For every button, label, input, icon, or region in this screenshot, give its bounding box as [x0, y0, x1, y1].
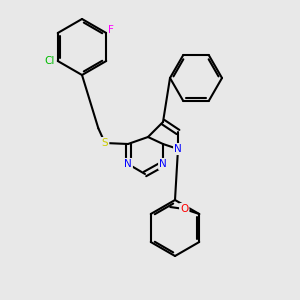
Text: O: O: [180, 204, 188, 214]
Text: S: S: [102, 138, 108, 148]
Text: N: N: [174, 144, 182, 154]
Text: F: F: [108, 25, 114, 35]
Text: Cl: Cl: [45, 56, 55, 66]
Text: N: N: [159, 159, 167, 169]
Text: N: N: [124, 159, 132, 169]
